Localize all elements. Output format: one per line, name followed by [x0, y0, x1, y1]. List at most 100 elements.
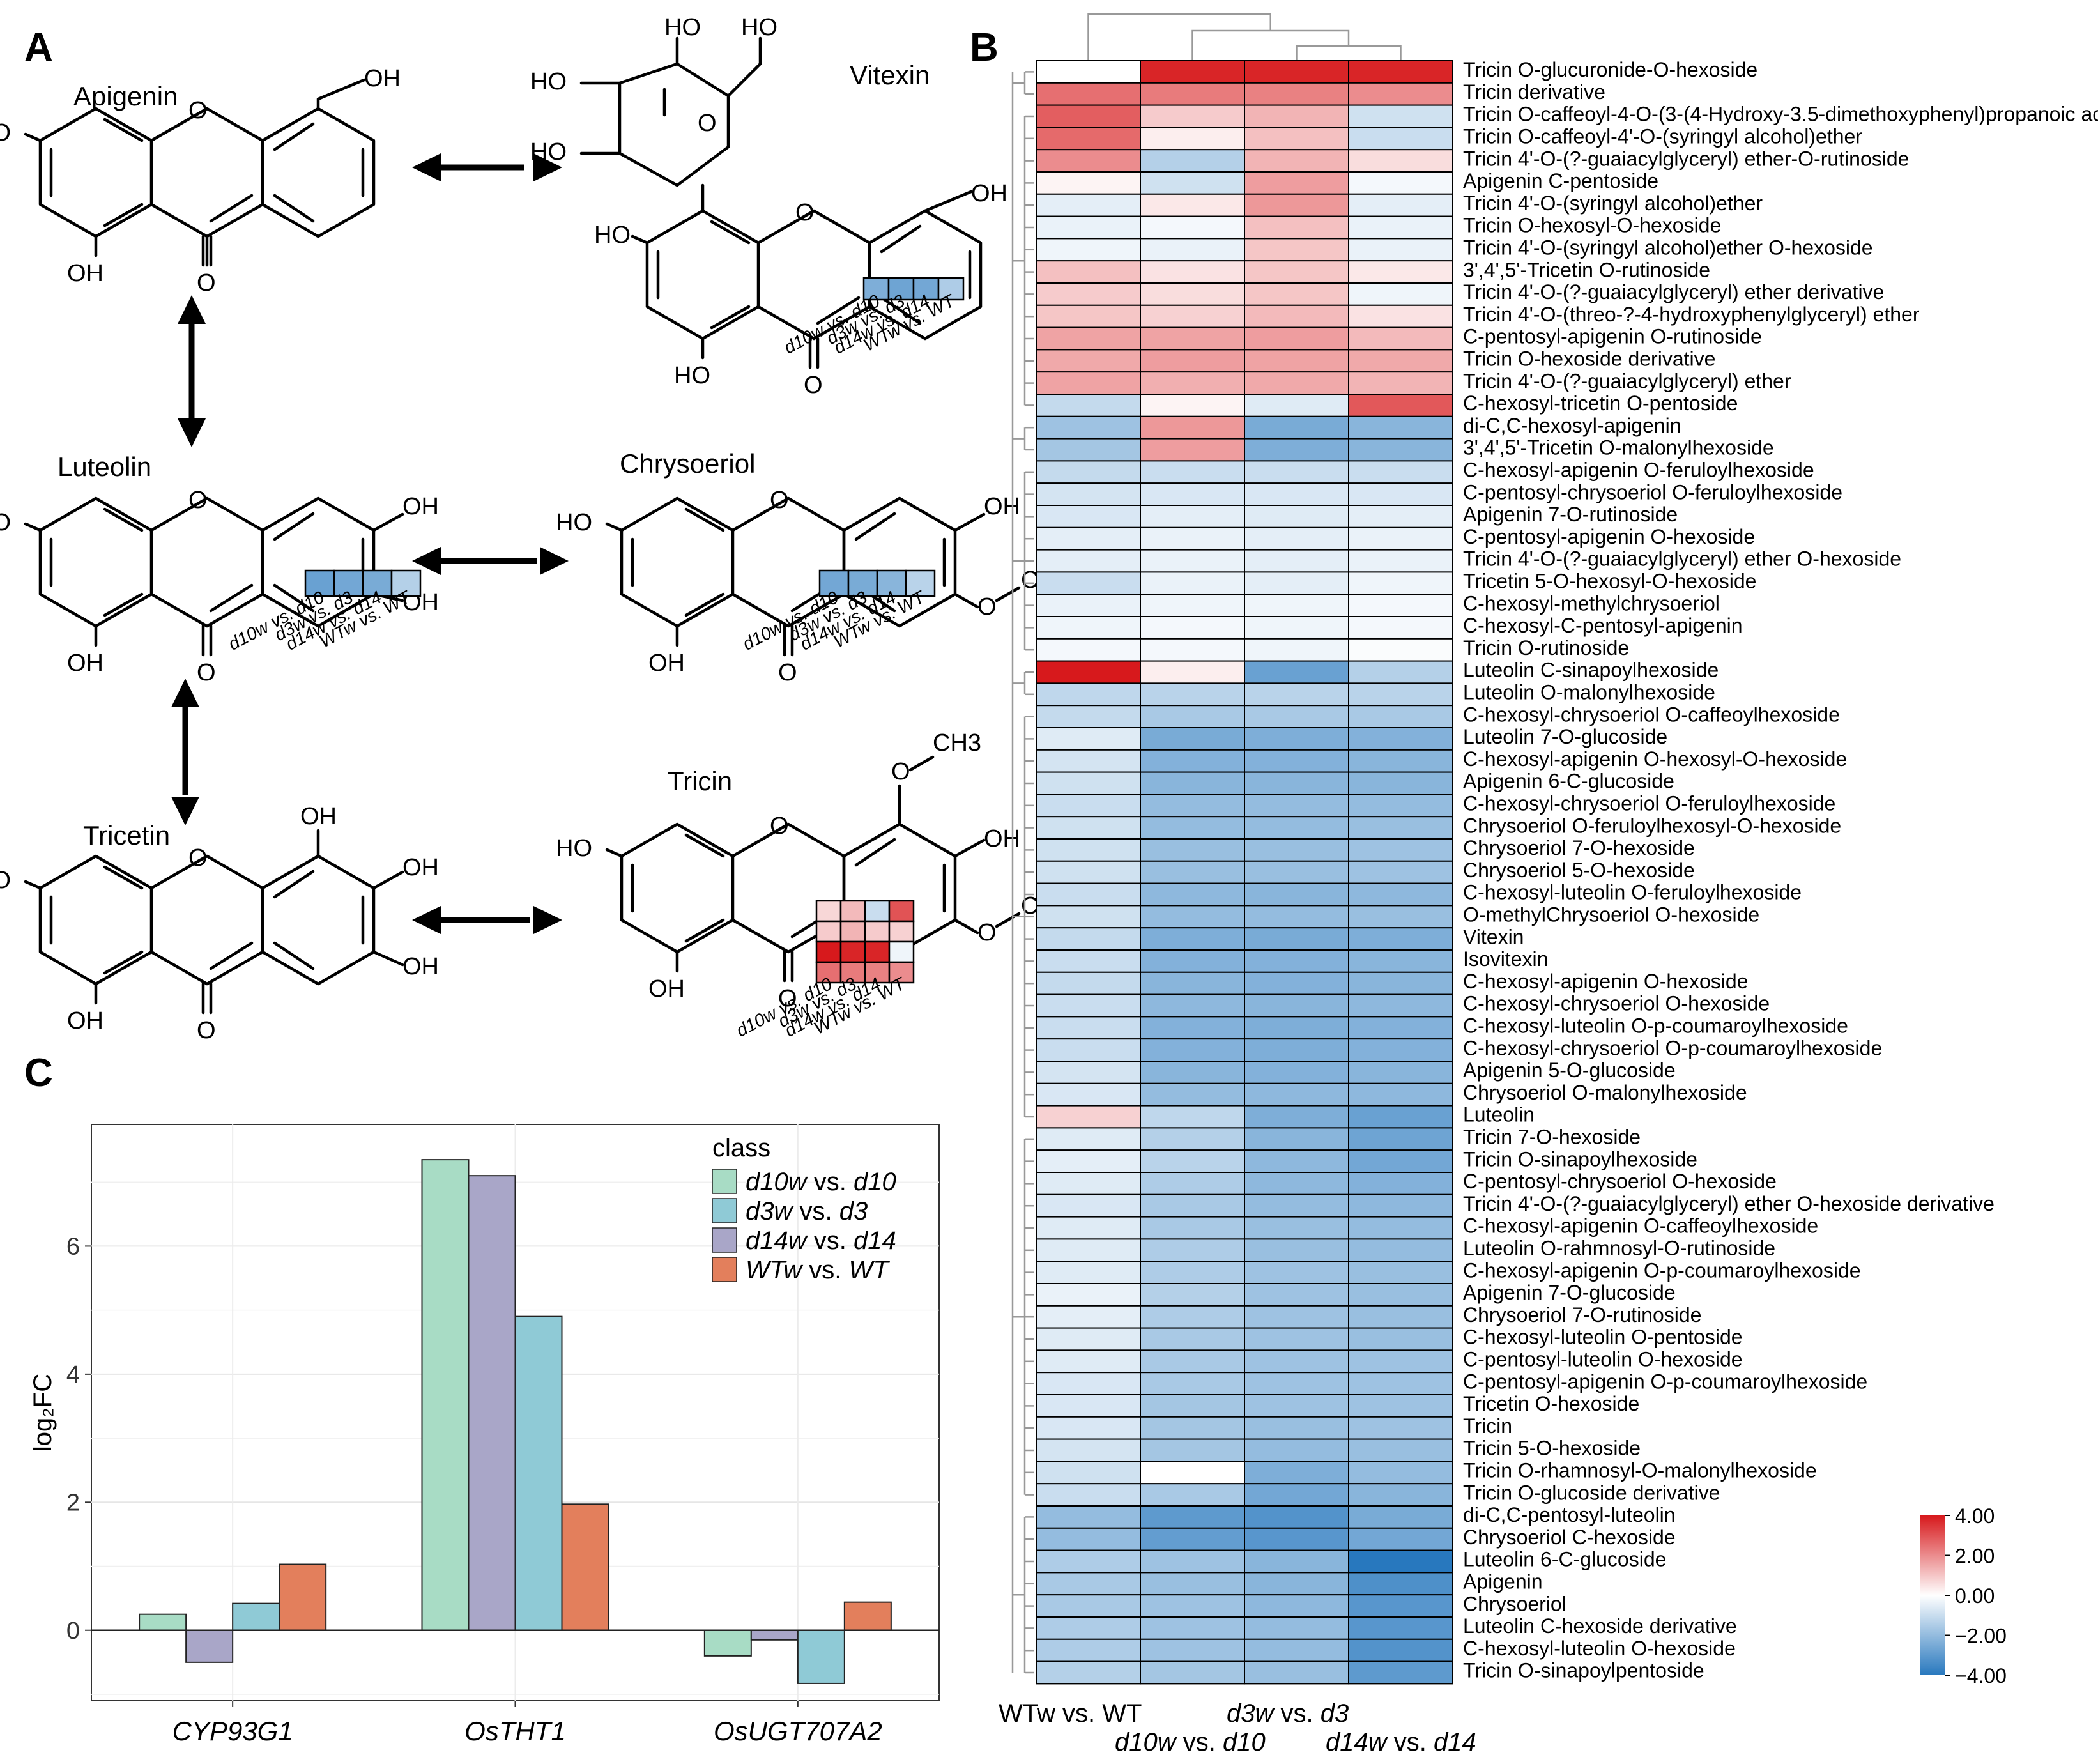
y-tick-label: 6 — [66, 1233, 80, 1260]
heatmap-row-label: Chrysoeriol — [1463, 1592, 1566, 1615]
heatmap-cell — [1348, 1572, 1453, 1596]
vitexin-mini-cell — [887, 277, 915, 301]
chrysoeriol-structure: O O HO OH OH O CH3 — [556, 487, 1069, 686]
heatmap-cell — [1348, 549, 1453, 573]
heatmap-cell — [1140, 1193, 1245, 1218]
heatmap-row-label: C-pentosyl-chrysoeriol O-feruloylhexosid… — [1463, 480, 1842, 503]
heatmap-row-label: Apigenin 7-O-rutinoside — [1463, 503, 1678, 526]
heatmap-column-label: d10w vs. d10 — [1115, 1728, 1266, 1756]
heatmap-cell — [1140, 1327, 1245, 1351]
heatmap-cell — [1036, 1283, 1141, 1307]
tricin-5-oh: OH — [648, 976, 685, 1002]
heatmap-cell — [1036, 1016, 1141, 1040]
heatmap-row-label: Tricin O-sinapoylhexoside — [1463, 1147, 1697, 1170]
heatmap-cell — [1140, 193, 1245, 217]
heatmap-cell — [1244, 860, 1349, 884]
heatmap-cell — [1244, 682, 1349, 707]
heatmap-cell — [1348, 1638, 1453, 1662]
tricetin-3p-oh: OH — [300, 803, 337, 830]
heatmap-cell — [1140, 682, 1245, 707]
heatmap-cell — [1348, 749, 1453, 773]
heatmap-cell — [1140, 816, 1245, 840]
heatmap-cell — [1036, 1549, 1141, 1574]
heatmap-row-label: C-hexosyl-chrysoeriol O-feruloylhexoside — [1463, 792, 1835, 815]
heatmap-cell — [1244, 82, 1349, 106]
vitexin-structure: O O O HO HO OH HO HO HO HO — [530, 14, 1007, 399]
heatmap-cell — [1348, 282, 1453, 306]
bar — [232, 1602, 280, 1631]
tricin-mini-cell — [839, 961, 866, 984]
heatmap-row-label: C-hexosyl-chrysoeriol O-caffeoylhexoside — [1463, 703, 1840, 726]
heatmap-row-label: Tricetin O-hexoside — [1463, 1392, 1639, 1415]
vitexin-mini-cell — [937, 277, 965, 301]
heatmap-cell — [1036, 326, 1141, 351]
apigenin-5-oh: OH — [67, 260, 103, 287]
heatmap-cell — [1140, 549, 1245, 573]
heatmap-row-label: C-hexosyl-chrysoeriol O-p-coumaroylhexos… — [1463, 1036, 1882, 1059]
heatmap-cell — [1244, 1216, 1349, 1240]
heatmap-cell — [1244, 1438, 1349, 1462]
heatmap-cell — [1036, 526, 1141, 551]
heatmap-cell — [1348, 1327, 1453, 1351]
heatmap-cell — [1244, 482, 1349, 507]
heatmap-cell — [1036, 1461, 1141, 1485]
heatmap-cell — [1244, 282, 1349, 306]
heatmap-cell — [1036, 482, 1141, 507]
legend-title: class — [712, 1134, 770, 1162]
panel-b-letter: B — [970, 26, 999, 70]
row-dendrogram — [1011, 71, 1034, 1674]
tricin-mini-cell — [864, 940, 891, 963]
heatmap-cell — [1244, 1349, 1349, 1374]
heatmap-cell — [1140, 638, 1245, 662]
heatmap-cell — [1140, 1461, 1245, 1485]
arrow-tricetin-tricin — [412, 906, 562, 934]
heatmap-row-label: C-hexosyl-luteolin O-hexoside — [1463, 1637, 1736, 1660]
y-tick-label: 0 — [66, 1618, 80, 1645]
heatmap-cell — [1244, 838, 1349, 862]
tricin-mini-cell — [888, 900, 915, 923]
heatmap-cell — [1348, 1461, 1453, 1485]
heatmap-cell — [1348, 1660, 1453, 1685]
arrow-luteolin-tricetin — [171, 679, 199, 825]
heatmap-cell — [1036, 594, 1141, 618]
heatmap-cell — [1036, 149, 1141, 173]
heatmap-row-label: di-C,C-hexosyl-apigenin — [1463, 414, 1681, 437]
heatmap-cell — [1140, 1505, 1245, 1529]
bar — [561, 1503, 609, 1631]
heatmap-cell — [1140, 238, 1245, 262]
heatmap-cell — [1140, 1061, 1245, 1084]
x-tick-label: CYP93G1 — [172, 1716, 293, 1746]
heatmap-row-label: Tricin 4'-O-(syringyl alcohol)ether O-he… — [1463, 236, 1873, 259]
apigenin-label: Apigenin — [73, 81, 178, 111]
colorbar-tick-label: −4.00 — [1955, 1664, 2007, 1687]
heatmap-cell — [1244, 905, 1349, 929]
heatmap-cell — [1244, 438, 1349, 462]
heatmap-cell — [1348, 838, 1453, 862]
heatmap-cell — [1244, 149, 1349, 173]
heatmap-cell — [1348, 1105, 1453, 1129]
heatmap-cell — [1244, 171, 1349, 195]
heatmap-cell — [1140, 838, 1245, 862]
y-tick-label: 2 — [66, 1489, 80, 1516]
heatmap-cell — [1036, 1216, 1141, 1240]
heatmap-cell — [1036, 260, 1141, 284]
heatmap-cell — [1348, 1149, 1453, 1173]
heatmap-column-label: d3w vs. d3 — [1227, 1699, 1349, 1728]
heatmap-cell — [1348, 1261, 1453, 1284]
heatmap-cell — [1036, 1372, 1141, 1395]
chrysoeriol-4p-oh: OH — [984, 493, 1020, 520]
heatmap-cell — [1348, 1616, 1453, 1640]
vitexin-7-ho: HO — [594, 222, 631, 249]
heatmap-cell — [1140, 1527, 1245, 1551]
heatmap-cell — [1140, 260, 1245, 284]
heatmap-cell — [1244, 949, 1349, 973]
heatmap-cell — [1036, 282, 1141, 306]
heatmap-cell — [1036, 1105, 1141, 1129]
heatmap-row-label: Tricin — [1463, 1415, 1512, 1438]
heatmap-cell — [1244, 1394, 1349, 1418]
heatmap-row-label: Chrysoeriol 5-O-hexoside — [1463, 859, 1695, 882]
heatmap-cell — [1348, 860, 1453, 884]
panel-b: B Tricin O-glucuronide-O-hexosideTricin … — [970, 13, 2098, 1756]
heatmap-cell — [1244, 771, 1349, 795]
